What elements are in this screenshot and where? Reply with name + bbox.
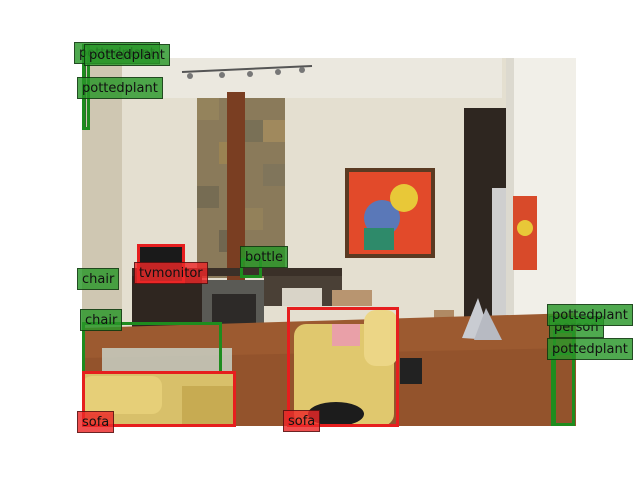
detection-label-chair: chair bbox=[80, 309, 123, 331]
detection-label-pottedplant: pottedplant bbox=[84, 44, 170, 66]
sofa-box bbox=[82, 371, 236, 427]
detection-label-pottedplant: pottedplant bbox=[547, 338, 633, 360]
detection-label-pottedplant: pottedplant bbox=[547, 304, 633, 326]
sofa-box bbox=[287, 307, 399, 427]
detection-label-tvmonitor: tvmonitor bbox=[134, 262, 208, 284]
living-room-photo bbox=[82, 58, 576, 426]
detection-label-pottedplant: pottedplant bbox=[77, 77, 163, 99]
detection-label-sofa: sofa bbox=[77, 411, 115, 433]
detection-label-bottle: bottle bbox=[240, 246, 289, 268]
detection-label-chair: chair bbox=[77, 268, 120, 290]
pottedplant-box bbox=[551, 352, 575, 426]
detection-label-sofa: sofa bbox=[283, 410, 321, 432]
